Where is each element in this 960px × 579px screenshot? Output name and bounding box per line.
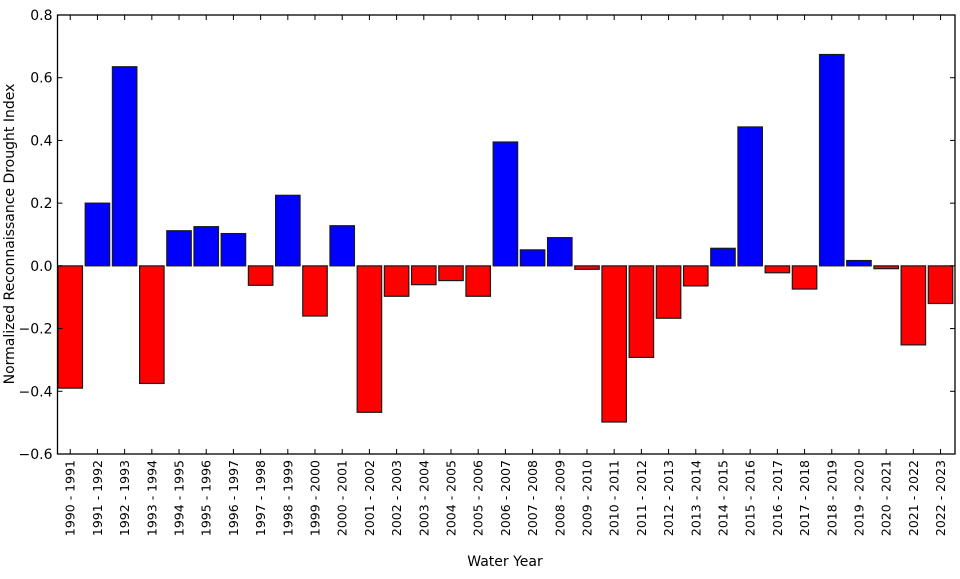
bars-group [57,53,954,423]
x-tick-label: 2003 - 2004 [416,460,431,536]
y-tick-label: 0.4 [30,133,52,149]
y-tick-label: 0.2 [30,196,52,212]
bar-2010-2011 [601,265,628,423]
bar-1990-1991 [57,265,84,389]
bar-1991-1992 [84,202,111,267]
plot-frame [56,14,956,455]
bar-2001-2002 [356,265,383,413]
x-tick-label: 2008 - 2009 [552,460,567,536]
bar-1999-2000 [302,265,328,317]
y-tick-label: 0.0 [30,259,52,275]
bar-2006-2007 [492,141,519,267]
bar-2022-2023 [927,265,954,305]
x-tick-label: 2013 - 2014 [688,460,703,536]
axes-border [56,14,956,455]
bar-1998-1999 [274,194,301,267]
x-tick-label: 2000 - 2001 [335,460,350,536]
bar-2007-2008 [519,249,546,267]
bar-2003-2004 [410,265,437,286]
x-tick-label: 1994 - 1995 [172,460,187,536]
x-tick-label: 2015 - 2016 [743,460,758,536]
x-tick-label: 2010 - 2011 [607,460,622,536]
y-tick-label: −0.4 [19,384,53,400]
bar-2012-2013 [655,265,682,319]
bar-1995-1996 [193,226,220,267]
y-axis-title: Normalized Reconnaissance Drought Index [2,84,18,385]
x-tick-label: 2011 - 2012 [634,460,649,536]
bar-2005-2006 [465,265,492,297]
bar-1993-1994 [138,265,165,385]
x-tick-label: 2004 - 2005 [444,460,459,536]
bar-2004-2005 [438,265,464,282]
x-tick-label: 1996 - 1997 [226,460,241,536]
bar-2008-2009 [546,237,573,267]
x-tick-label: 2018 - 2019 [824,460,839,536]
bar-2000-2001 [329,225,356,267]
x-tick-label: 2021 - 2022 [906,460,921,536]
bar-2020-2021 [873,265,899,270]
x-tick-label: 2014 - 2015 [715,460,730,536]
y-tick-label: 0.6 [30,71,52,87]
x-tick-label: 2007 - 2008 [525,460,540,536]
bar-2018-2019 [818,53,845,267]
x-tick-label: 2001 - 2002 [362,460,377,536]
x-tick-label: 1995 - 1996 [199,460,214,536]
x-tick-label: 1992 - 1993 [117,460,132,536]
bar-2009-2010 [574,265,600,270]
y-tick-label: −0.2 [19,322,53,338]
x-tick-label: 2005 - 2006 [471,460,486,536]
bar-2019-2020 [846,259,872,267]
x-axis-title: Water Year [467,554,543,570]
x-tick-label: 2020 - 2021 [879,460,894,536]
x-tick-label: 2002 - 2003 [389,460,404,536]
x-tick-label: 1998 - 1999 [280,460,295,536]
x-tick-label: 1991 - 1992 [90,460,105,536]
x-tick-label: 2012 - 2013 [661,460,676,536]
x-tick-label: 1999 - 2000 [308,460,323,536]
x-tick-label: 1990 - 1991 [63,460,78,536]
x-tick-label: 2016 - 2017 [770,460,785,536]
x-axis: 1990 - 1991 1991 - 1992 1992 - 1993 1993 - … [63,15,948,536]
x-tick-label: 1993 - 1994 [144,460,159,536]
bar-1997-1998 [247,265,274,286]
x-tick-label: 2022 - 2023 [933,460,948,536]
bar-2002-2003 [383,265,410,297]
y-tick-label: −0.6 [19,447,53,463]
x-tick-label: 2019 - 2020 [851,460,866,536]
bar-1992-1993 [111,66,138,267]
y-axis: −0.6 −0.4 −0.2 0.0 0.2 0.4 0.6 0.8 [19,8,955,463]
bar-2014-2015 [710,247,736,267]
bar-2021-2022 [900,265,927,346]
x-tick-label: 1997 - 1998 [253,460,268,536]
bar-2016-2017 [764,265,791,274]
x-tick-label: 2009 - 2010 [579,460,594,536]
bar-2017-2018 [791,265,818,290]
bar-1996-1997 [220,232,247,267]
bar-2015-2016 [737,126,763,267]
bar-2011-2012 [628,265,655,359]
x-tick-label: 2017 - 2018 [797,460,812,536]
bar-2013-2014 [682,265,709,287]
bar-1994-1995 [166,230,192,267]
y-tick-label: 0.8 [30,8,52,24]
x-tick-label: 2006 - 2007 [498,460,513,536]
